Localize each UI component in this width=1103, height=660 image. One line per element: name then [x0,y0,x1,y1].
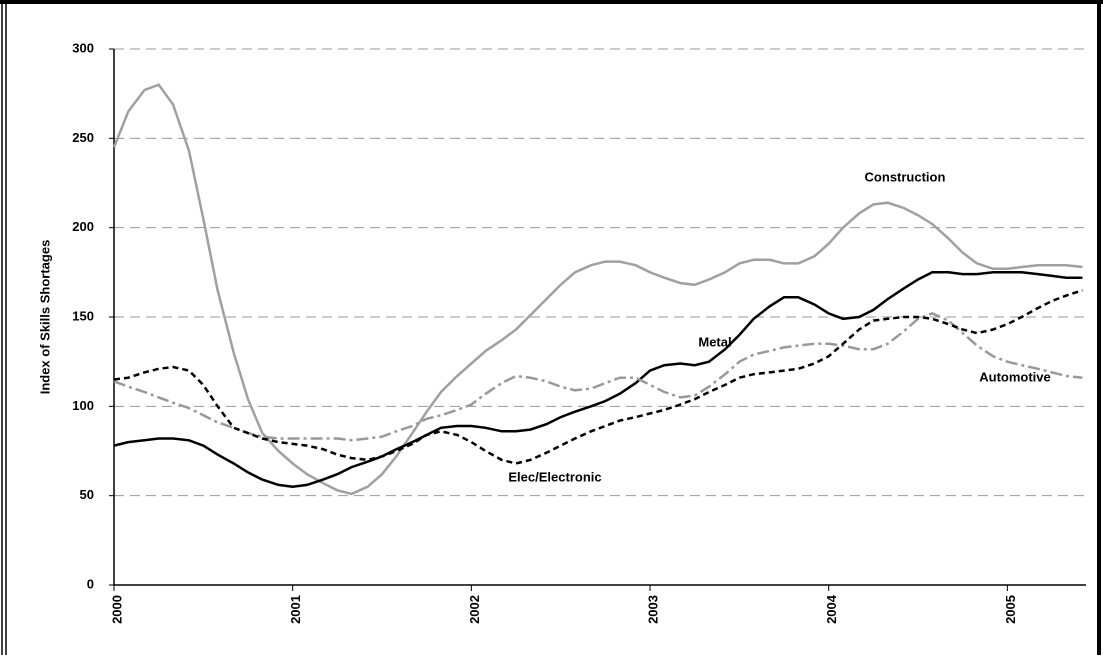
series-line [112,83,1083,496]
x-tick-label: 2003 [645,595,660,624]
y-tick-label: 100 [72,398,94,413]
series-line [113,312,1083,442]
series-label: Elec/Electronic [508,469,601,484]
x-tick-label: 2004 [824,594,839,624]
series-line [113,271,1083,488]
x-tick-label: 2002 [467,595,482,624]
x-tick-label: 2001 [288,595,303,624]
y-tick-label: 50 [80,487,94,502]
x-tick-label: 2005 [1003,595,1018,624]
series-line [113,289,1083,465]
y-tick-label: 0 [87,576,94,591]
series-label: Construction [865,169,946,184]
y-tick-label: 200 [72,219,94,234]
y-tick-label: 300 [72,40,94,55]
series-label: Metal [698,334,731,349]
y-tick-label: 250 [72,130,94,145]
y-tick-label: 150 [72,308,94,323]
series-label: Automotive [979,369,1051,384]
y-axis-label: Index of Skills Shortages [37,240,52,395]
x-tick-label: 2000 [109,595,124,624]
